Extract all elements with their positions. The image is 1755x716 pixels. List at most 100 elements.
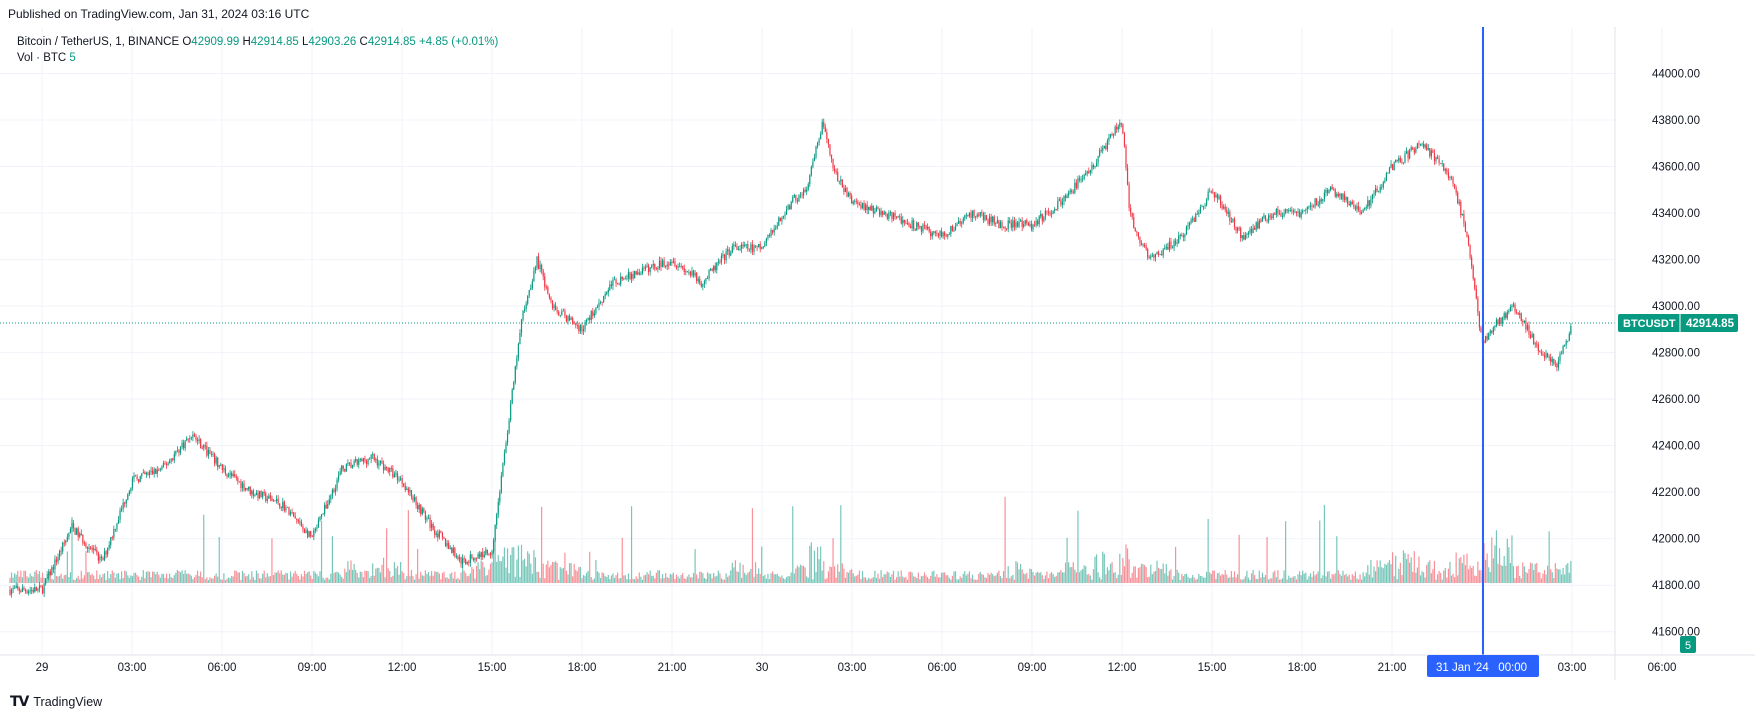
- volume-bar: [770, 573, 772, 583]
- candle-body: [1367, 200, 1369, 208]
- volume-bar: [1204, 577, 1206, 583]
- candle-body: [1266, 220, 1268, 222]
- volume-bar: [1381, 567, 1383, 583]
- volume-bar: [1055, 575, 1057, 583]
- volume-bar: [1185, 573, 1188, 583]
- volume-bar: [1179, 579, 1181, 583]
- volume-bar: [854, 576, 856, 583]
- candle-body: [733, 244, 735, 247]
- candle-body: [812, 161, 814, 167]
- volume-bar: [217, 576, 219, 583]
- candle-body: [1292, 211, 1294, 213]
- candle-body: [384, 466, 386, 471]
- volume-bar: [824, 579, 826, 583]
- volume-bar: [277, 570, 279, 583]
- candle-body: [217, 457, 219, 467]
- candle-body: [882, 210, 884, 215]
- time-tick-label: 03:00: [1558, 662, 1587, 674]
- candle-body: [462, 558, 464, 564]
- candle-body: [528, 290, 530, 296]
- candle-body: [221, 464, 223, 470]
- candle-body: [1244, 234, 1246, 240]
- volume-bar: [1092, 569, 1095, 583]
- volume-bar: [398, 574, 400, 583]
- volume-bar: [506, 548, 509, 583]
- volume-bar: [192, 579, 194, 583]
- candle-body: [150, 470, 152, 473]
- candle-body: [778, 217, 780, 226]
- volume-bar: [922, 575, 924, 583]
- candle-body: [1099, 150, 1101, 157]
- candle-body: [1148, 257, 1150, 259]
- volume-bar: [141, 576, 143, 583]
- volume-bar: [1232, 577, 1234, 583]
- candle-body: [751, 244, 754, 252]
- volume-bar: [161, 573, 163, 583]
- volume-bar: [989, 574, 991, 583]
- volume-bar: [1037, 571, 1039, 583]
- volume-bar: [992, 574, 994, 583]
- volume-bar: [1457, 575, 1459, 583]
- candle-body: [392, 468, 394, 478]
- candle-body: [393, 474, 395, 478]
- volume-bar: [288, 579, 290, 583]
- candle-body: [1024, 220, 1026, 224]
- candle-body: [1486, 336, 1488, 340]
- volume-bar: [1184, 574, 1186, 583]
- price-tick-label: 43400.00: [1652, 208, 1700, 220]
- candle-body: [1066, 195, 1068, 199]
- candle-body: [1275, 208, 1277, 215]
- candle-body: [334, 488, 337, 492]
- volume-bar: [1429, 560, 1431, 583]
- candle-body: [720, 255, 723, 263]
- volume-bar: [528, 553, 530, 583]
- candle-body: [875, 207, 878, 212]
- candle-body: [107, 547, 109, 555]
- candle-body: [1021, 220, 1023, 227]
- volume-bar: [1440, 572, 1442, 583]
- candle-body: [55, 559, 58, 562]
- volume-bar: [851, 569, 853, 583]
- volume-bar: [815, 571, 817, 583]
- volume-bar: [789, 576, 791, 583]
- candle-body: [844, 188, 847, 192]
- candle-body: [992, 216, 994, 223]
- volume-bar: [34, 571, 36, 583]
- volume-bar: [1046, 571, 1048, 583]
- candle-body: [1409, 149, 1411, 159]
- volume-bar: [269, 575, 271, 583]
- candle-body: [1218, 196, 1220, 199]
- volume-bar: [730, 570, 732, 583]
- volume-bar: [1044, 575, 1046, 583]
- volume-bar: [722, 579, 724, 583]
- volume-bar: [641, 579, 643, 583]
- candle-body: [1261, 217, 1263, 222]
- candle-body: [916, 222, 918, 231]
- candle-body: [666, 264, 668, 267]
- symbol-badge-label: BTCUSDT: [1623, 318, 1676, 330]
- volume-bar: [1537, 572, 1539, 583]
- volume-bar: [1387, 562, 1389, 583]
- candle-body: [971, 210, 974, 219]
- candle-body: [82, 535, 84, 544]
- volume-bar: [1497, 563, 1499, 583]
- volume-bar: [201, 577, 203, 583]
- high-value: 42914.85: [250, 36, 299, 48]
- candle-body: [606, 292, 608, 295]
- candle-body: [558, 311, 560, 315]
- volume-bar: [440, 579, 442, 583]
- candle-body: [1018, 221, 1020, 227]
- candle-body: [951, 225, 953, 232]
- volume-bar: [1502, 565, 1504, 583]
- volume-bar: [1054, 576, 1056, 583]
- volume-bar: [1485, 559, 1487, 583]
- volume-bar: [74, 579, 76, 583]
- candle-body: [1340, 193, 1343, 200]
- candle-body: [1046, 210, 1048, 212]
- candle-body: [758, 243, 760, 248]
- volume-bar: [454, 571, 456, 583]
- volume-bar: [240, 579, 242, 583]
- volume-bar: [52, 579, 54, 583]
- volume-bar: [524, 558, 526, 583]
